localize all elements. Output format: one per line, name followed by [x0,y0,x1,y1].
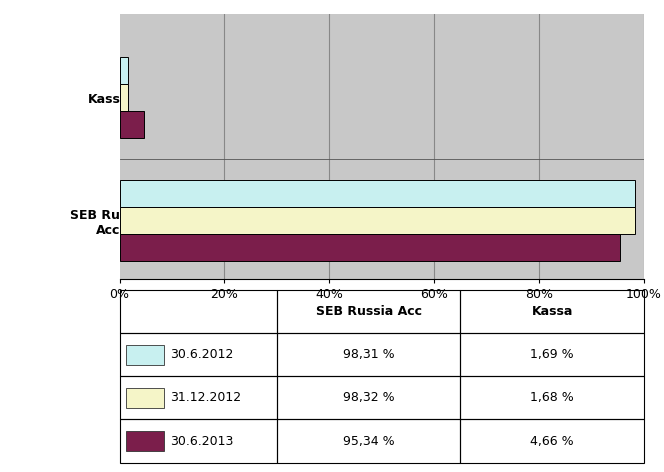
Text: 4,66 %: 4,66 % [531,435,574,447]
Bar [120,57,128,84]
Bar [277,420,460,463]
Text: 31.12.2012: 31.12.2012 [171,391,242,405]
Bar [120,420,277,463]
Bar [460,333,644,376]
Bar [120,333,277,376]
Bar [277,376,460,420]
Bar [277,290,460,333]
Text: Kassa: Kassa [532,305,573,318]
Text: 98,32 %: 98,32 % [343,391,394,405]
Text: 95,34 %: 95,34 % [343,435,394,447]
Bar [125,431,164,451]
Bar [120,84,128,111]
Text: 1,69 %: 1,69 % [531,348,574,362]
Bar [120,207,635,234]
Text: 30.6.2012: 30.6.2012 [171,348,234,362]
Bar [120,290,277,333]
Bar [120,234,620,261]
Bar [460,290,644,333]
Bar [125,345,164,364]
Bar [277,333,460,376]
Text: 30.6.2013: 30.6.2013 [171,435,234,447]
Text: 98,31 %: 98,31 % [343,348,394,362]
Bar [125,388,164,408]
Text: 1,68 %: 1,68 % [531,391,574,405]
Bar [120,111,144,138]
Bar [460,376,644,420]
Text: SEB Russia Acc: SEB Russia Acc [315,305,422,318]
Bar [120,180,635,207]
Bar [460,420,644,463]
Bar [120,376,277,420]
